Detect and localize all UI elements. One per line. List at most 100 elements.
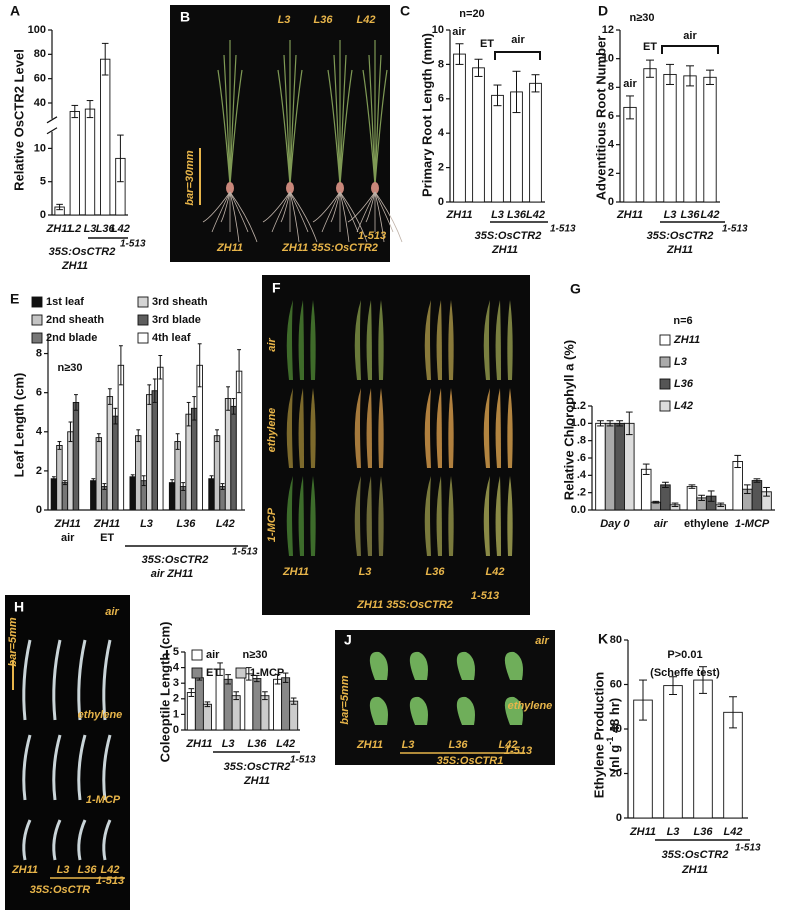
x-tick-label: ZH11: [445, 209, 472, 221]
bar: [693, 679, 713, 819]
bar: [194, 677, 204, 731]
coleoptile: [77, 734, 87, 801]
leaf: [354, 476, 361, 556]
legend-label: ZH11: [673, 334, 700, 346]
root: [347, 191, 376, 223]
coleoptile: [22, 734, 32, 801]
root: [356, 191, 376, 233]
error-bar: [136, 429, 141, 443]
annotation: (Scheffe test): [650, 667, 720, 679]
leaf: [495, 476, 501, 556]
leaf: [298, 300, 304, 380]
bracket: [661, 45, 719, 54]
coleoptile: [22, 639, 32, 721]
photo-panel: B L3 L36 L42 bar=30mm ZH11 ZH11 35S:OsCTR21-51…: [170, 5, 403, 262]
leaf: [507, 300, 513, 380]
y-tick-label: 2: [173, 693, 179, 705]
y-tick-label: 20: [610, 767, 622, 779]
y-tick-label: 80: [34, 48, 46, 60]
bar: [732, 461, 743, 511]
error-bar: [226, 386, 230, 411]
group-label-superscript: 1-513: [290, 755, 316, 766]
bar: [703, 76, 717, 203]
error-bar: [474, 58, 483, 77]
legend-swatch: [191, 649, 203, 661]
bar: [643, 68, 657, 203]
seed: [371, 182, 379, 194]
y-tick-label: 4: [438, 127, 445, 139]
photo-label: 1-MCP: [86, 794, 121, 806]
y-axis-label: Relative OsCTR2 Level: [11, 49, 26, 191]
photo-label: L42: [101, 864, 120, 876]
x-tick-label: L42: [276, 738, 295, 750]
error-bar: [74, 394, 78, 411]
error-bar: [646, 59, 654, 78]
group-label-sub: air ZH11: [151, 568, 194, 580]
root: [289, 191, 300, 243]
error-bar: [531, 74, 540, 93]
bar: [223, 678, 233, 731]
bar: [663, 73, 677, 203]
photo-label: ethylene: [78, 709, 123, 721]
bar: [453, 53, 466, 203]
annotation: air: [683, 30, 697, 42]
bar: [185, 413, 192, 511]
axis-break: [46, 116, 58, 124]
x-tick-label: 1-MCP: [735, 518, 770, 530]
error-bar: [192, 396, 197, 421]
y-tick-label: 8: [608, 81, 614, 93]
photo-label: L3: [402, 739, 415, 751]
bar: [260, 695, 270, 731]
leaf: [298, 476, 304, 556]
y-axis-label: Coleoptile Length (cm): [157, 622, 172, 763]
error-bar: [71, 104, 79, 119]
error-bar: [96, 433, 101, 443]
y-tick-label: .6: [577, 452, 586, 464]
leaf: [366, 300, 372, 380]
photo-label: 35S:OsCTR: [30, 884, 91, 896]
coleoptile: [456, 696, 475, 725]
error-bar: [616, 420, 624, 427]
y-axis-label: Adventitious Root Number: [593, 36, 608, 201]
error-bar: [262, 691, 268, 701]
photo-label: L3: [57, 864, 70, 876]
error-bar: [188, 688, 195, 697]
leaf: [507, 388, 513, 468]
coleoptile: [369, 696, 388, 725]
y-tick-label: 0: [608, 196, 614, 208]
error-bar: [662, 481, 669, 488]
bar: [100, 58, 111, 216]
seedling: [339, 54, 347, 186]
y-tick-label: 4: [173, 662, 180, 674]
error-bar: [225, 674, 231, 685]
x-tick-label: ZH11: [185, 738, 212, 750]
annotation: ET: [643, 41, 657, 53]
annotation: ET: [480, 38, 494, 50]
coleoptile: [77, 819, 87, 861]
root: [374, 191, 385, 243]
group-label-sub: ZH11: [666, 244, 693, 256]
root: [262, 191, 291, 223]
error-bar: [282, 672, 289, 683]
leaf: [378, 300, 384, 380]
legend-swatch: [191, 667, 203, 679]
group-label-superscript: 1-513: [735, 843, 761, 854]
error-bar: [642, 463, 650, 475]
seedling: [362, 69, 376, 186]
annotation: n≥30: [243, 649, 268, 661]
error-bar: [455, 43, 464, 65]
bar: [244, 673, 254, 731]
y-axis-label-sup: -1: [605, 737, 615, 745]
x-tick-label: Day 0: [600, 518, 630, 530]
panel-letter: J: [344, 632, 352, 648]
y-tick-label: 1.2: [571, 400, 586, 412]
error-bar: [91, 478, 96, 484]
photo-label: 1-MCP: [266, 507, 278, 542]
coleoptile: [77, 639, 87, 721]
bar: [224, 398, 232, 511]
x-tick-label: L3: [140, 518, 153, 530]
error-bar: [130, 474, 135, 480]
error-bar: [117, 134, 124, 183]
seedling: [229, 54, 237, 186]
